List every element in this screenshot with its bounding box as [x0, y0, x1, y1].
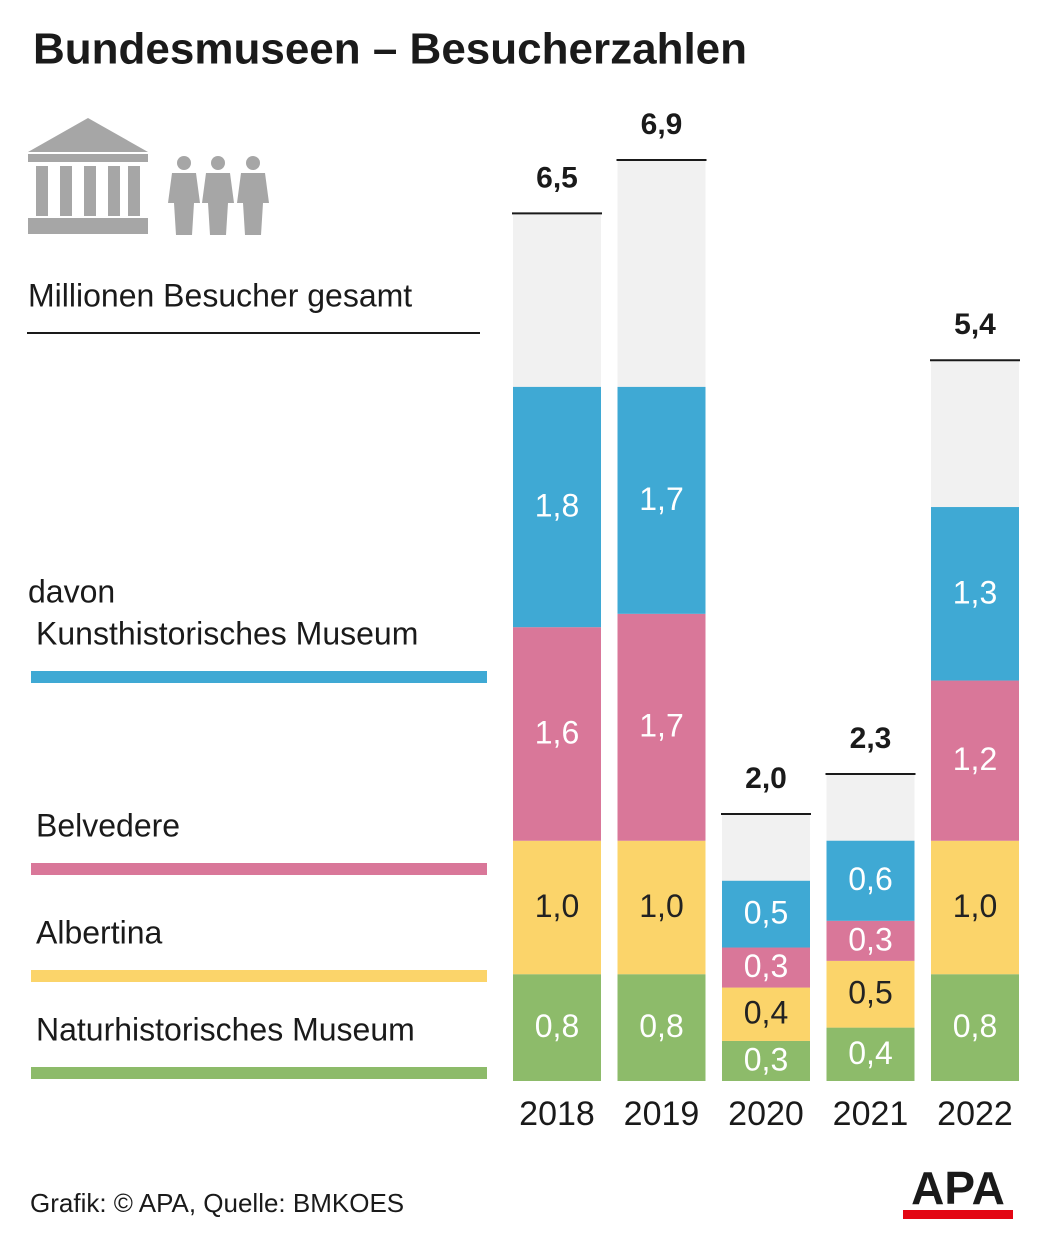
- segment: [722, 1040, 810, 1081]
- legend-prefix: davon: [28, 573, 115, 609]
- total-label: 6,5: [536, 161, 578, 194]
- value-label: 0,3: [848, 921, 892, 957]
- segment: [617, 974, 706, 1081]
- people-icon: [168, 156, 269, 235]
- x-tick-label: 2021: [833, 1095, 909, 1133]
- segment: [826, 920, 915, 961]
- total-label: 6,9: [641, 108, 683, 141]
- value-label: 1,6: [535, 714, 579, 750]
- segment: [931, 974, 1019, 1081]
- value-label: 1,7: [639, 708, 683, 744]
- segment: [931, 507, 1019, 681]
- legend-label: Kunsthistorisches Museum: [36, 615, 418, 651]
- value-label: 0,8: [639, 1008, 683, 1044]
- legend-swatch: [31, 1067, 487, 1079]
- value-label: 0,4: [848, 1035, 892, 1071]
- source: Grafik: © APA, Quelle: BMKOES: [30, 1188, 404, 1218]
- legend-swatch: [31, 671, 487, 683]
- segment: [826, 840, 915, 921]
- segment: [826, 1027, 915, 1081]
- segment: [931, 840, 1019, 975]
- segment: [931, 680, 1019, 841]
- logo: APA: [911, 1162, 1005, 1214]
- total-label: 5,4: [954, 308, 996, 341]
- value-label: 0,8: [953, 1008, 997, 1044]
- x-tick-label: 2019: [624, 1095, 700, 1133]
- segment: [722, 947, 810, 988]
- x-tick-label: 2022: [937, 1095, 1013, 1133]
- value-label: 1,8: [535, 487, 579, 523]
- chart-title: Bundesmuseen – Besucherzahlen: [33, 25, 747, 74]
- segment: [513, 840, 601, 975]
- value-label: 1,0: [953, 888, 997, 924]
- segment: [617, 840, 706, 975]
- value-label: 0,3: [744, 948, 788, 984]
- value-label: 1,0: [639, 888, 683, 924]
- segment: [513, 627, 601, 841]
- value-label: 0,3: [744, 1041, 788, 1077]
- segment: [826, 960, 915, 1028]
- value-label: 1,0: [535, 888, 579, 924]
- legend-label: Belvedere: [36, 807, 180, 843]
- total-label: 2,3: [850, 722, 892, 755]
- value-label: 0,4: [744, 995, 788, 1031]
- segment: [617, 386, 706, 614]
- legend-total-label: Millionen Besucher gesamt: [28, 277, 412, 313]
- value-label: 1,3: [953, 574, 997, 610]
- value-label: 0,5: [744, 895, 788, 931]
- value-label: 1,2: [953, 741, 997, 777]
- value-label: 1,7: [639, 481, 683, 517]
- x-tick-label: 2020: [728, 1095, 804, 1133]
- legend-swatch: [31, 970, 487, 982]
- segment: [513, 974, 601, 1081]
- museum-icon: [28, 118, 148, 234]
- segment: [617, 613, 706, 841]
- x-tick-label: 2018: [519, 1095, 595, 1133]
- legend-label: Naturhistorisches Museum: [36, 1011, 415, 1047]
- segment: [722, 880, 810, 948]
- logo-bar: [903, 1210, 1013, 1219]
- segment: [722, 987, 810, 1041]
- legend-label: Albertina: [36, 914, 163, 950]
- value-label: 0,8: [535, 1008, 579, 1044]
- total-label: 2,0: [745, 762, 787, 795]
- segment: [513, 386, 601, 628]
- value-label: 0,6: [848, 861, 892, 897]
- value-label: 0,5: [848, 975, 892, 1011]
- legend-swatch: [31, 863, 487, 875]
